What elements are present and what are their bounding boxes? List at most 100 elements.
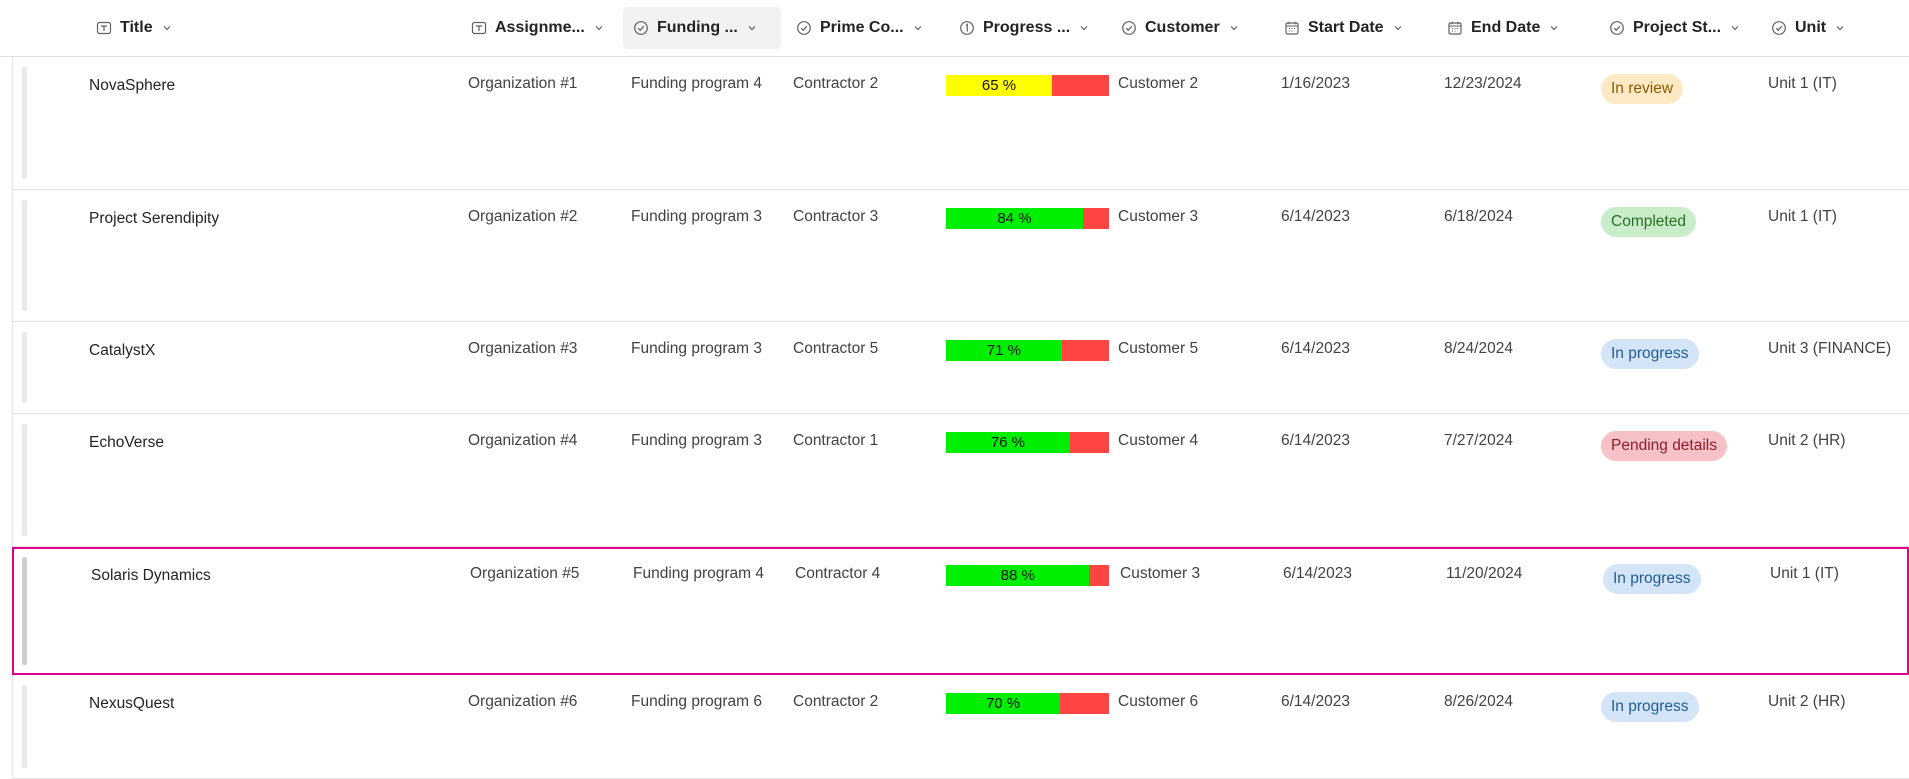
row-selection-handle[interactable] xyxy=(22,685,27,768)
row-prime-contractor: Contractor 4 xyxy=(795,565,881,582)
column-header-label: Funding ... xyxy=(657,19,738,36)
row-title[interactable]: Project Serendipity xyxy=(89,210,220,227)
column-header-progress[interactable]: Progress ... xyxy=(949,7,1090,49)
choice-check-icon xyxy=(633,20,649,36)
row-prime-contractor: Contractor 2 xyxy=(793,75,879,92)
row-unit: Unit 3 (FINANCE) xyxy=(1768,340,1892,357)
row-assignment: Organization #2 xyxy=(468,208,578,225)
status-badge: In review xyxy=(1601,74,1684,104)
progress-bar: 65 % xyxy=(946,75,1109,96)
row-funding-program: Funding program 3 xyxy=(631,340,762,357)
row-assignment: Organization #4 xyxy=(468,432,578,449)
chevron-down-icon xyxy=(161,22,173,34)
row-selection-handle[interactable] xyxy=(22,67,27,179)
choice-check-icon xyxy=(1121,20,1137,36)
row-assignment: Organization #1 xyxy=(468,75,578,92)
choice-check-icon xyxy=(1771,20,1787,36)
row-customer: Customer 5 xyxy=(1118,340,1199,357)
row-title[interactable]: NexusQuest xyxy=(89,695,175,712)
row-selection-handle[interactable] xyxy=(22,200,27,311)
progress-fill xyxy=(946,432,1070,453)
row-customer: Customer 2 xyxy=(1118,75,1199,92)
row-assignment: Organization #6 xyxy=(468,693,578,710)
chevron-down-icon xyxy=(912,22,924,34)
chevron-down-icon xyxy=(1729,22,1741,34)
row-selection-handle[interactable] xyxy=(22,332,27,403)
row-title[interactable]: EchoVerse xyxy=(89,434,164,451)
column-header-label: Progress ... xyxy=(983,19,1071,36)
progress-fill xyxy=(946,208,1083,229)
row-selection-handle[interactable] xyxy=(22,424,27,536)
column-header-unit[interactable]: Unit xyxy=(1761,7,1846,49)
choice-check-icon xyxy=(1609,20,1625,36)
row-end-date: 7/27/2024 xyxy=(1444,432,1513,449)
row-customer: Customer 3 xyxy=(1120,565,1201,582)
table-row[interactable]: CatalystX Organization #3 Funding program … xyxy=(12,322,1909,414)
column-header-assignment[interactable]: Assignme... xyxy=(461,7,605,49)
column-header-label: End Date xyxy=(1471,19,1541,36)
column-header-title[interactable]: Title xyxy=(86,7,173,49)
row-assignment: Organization #3 xyxy=(468,340,578,357)
row-prime-contractor: Contractor 2 xyxy=(793,693,879,710)
progress-label: 84 % xyxy=(997,210,1032,227)
progress-fill xyxy=(946,693,1061,714)
row-start-date: 1/16/2023 xyxy=(1281,75,1350,92)
status-badge: In progress xyxy=(1603,564,1701,594)
row-end-date: 6/18/2024 xyxy=(1444,208,1513,225)
column-header-end-date[interactable]: End Date xyxy=(1437,7,1560,49)
number-icon xyxy=(959,20,975,36)
row-unit: Unit 2 (HR) xyxy=(1768,693,1846,710)
row-selection-handle[interactable] xyxy=(22,557,27,665)
row-unit: Unit 2 (HR) xyxy=(1768,432,1846,449)
chevron-down-icon xyxy=(746,22,758,34)
chevron-down-icon xyxy=(1078,22,1090,34)
column-header-label: Customer xyxy=(1145,19,1220,36)
text-field-icon xyxy=(96,20,112,36)
row-unit: Unit 1 (IT) xyxy=(1768,75,1837,92)
progress-bar: 84 % xyxy=(946,208,1109,229)
chevron-down-icon xyxy=(1548,22,1560,34)
row-title[interactable]: NovaSphere xyxy=(89,77,176,94)
column-header-row: Title Assignme... Funding ... Prime Co..… xyxy=(0,0,1909,57)
row-end-date: 8/26/2024 xyxy=(1444,693,1513,710)
table-row[interactable]: Project Serendipity Organization #2 Fundin… xyxy=(12,190,1909,322)
row-title[interactable]: CatalystX xyxy=(89,342,156,359)
row-start-date: 6/14/2023 xyxy=(1281,340,1350,357)
row-end-date: 12/23/2024 xyxy=(1444,75,1522,92)
row-prime-contractor: Contractor 1 xyxy=(793,432,879,449)
progress-fill xyxy=(946,340,1062,361)
row-start-date: 6/14/2023 xyxy=(1281,208,1350,225)
row-unit: Unit 1 (IT) xyxy=(1770,565,1839,582)
row-start-date: 6/14/2023 xyxy=(1281,693,1350,710)
column-header-prime-contractor[interactable]: Prime Co... xyxy=(786,7,924,49)
chevron-down-icon xyxy=(593,22,605,34)
row-start-date: 6/14/2023 xyxy=(1283,565,1352,582)
row-customer: Customer 6 xyxy=(1118,693,1199,710)
row-funding-program: Funding program 4 xyxy=(633,565,764,582)
table-row[interactable]: NexusQuest Organization #6 Funding program… xyxy=(12,675,1909,779)
status-badge: In progress xyxy=(1601,692,1699,722)
column-header-customer[interactable]: Customer xyxy=(1111,7,1240,49)
chevron-down-icon xyxy=(1392,22,1404,34)
text-field-icon xyxy=(471,20,487,36)
status-badge: In progress xyxy=(1601,339,1699,369)
row-prime-contractor: Contractor 5 xyxy=(793,340,879,357)
table-row[interactable]: Solaris Dynamics Organization #5 Funding p… xyxy=(12,547,1909,675)
row-title[interactable]: Solaris Dynamics xyxy=(91,567,211,584)
chevron-down-icon xyxy=(1834,22,1846,34)
row-customer: Customer 3 xyxy=(1118,208,1199,225)
row-funding-program: Funding program 4 xyxy=(631,75,762,92)
column-header-label: Prime Co... xyxy=(820,19,904,36)
table-row[interactable]: EchoVerse Organization #4 Funding program … xyxy=(12,414,1909,547)
row-end-date: 11/20/2024 xyxy=(1446,565,1523,582)
list-left-edge xyxy=(12,0,13,779)
column-header-label: Unit xyxy=(1795,19,1827,36)
progress-bar: 70 % xyxy=(946,693,1109,714)
column-header-start-date[interactable]: Start Date xyxy=(1274,7,1404,49)
column-header-project-status[interactable]: Project St... xyxy=(1599,7,1741,49)
choice-check-icon xyxy=(796,20,812,36)
progress-label: 88 % xyxy=(1000,567,1035,584)
column-header-funding[interactable]: Funding ... xyxy=(623,7,781,49)
column-header-label: Start Date xyxy=(1308,19,1384,36)
table-row[interactable]: NovaSphere Organization #1 Funding program… xyxy=(12,57,1909,190)
